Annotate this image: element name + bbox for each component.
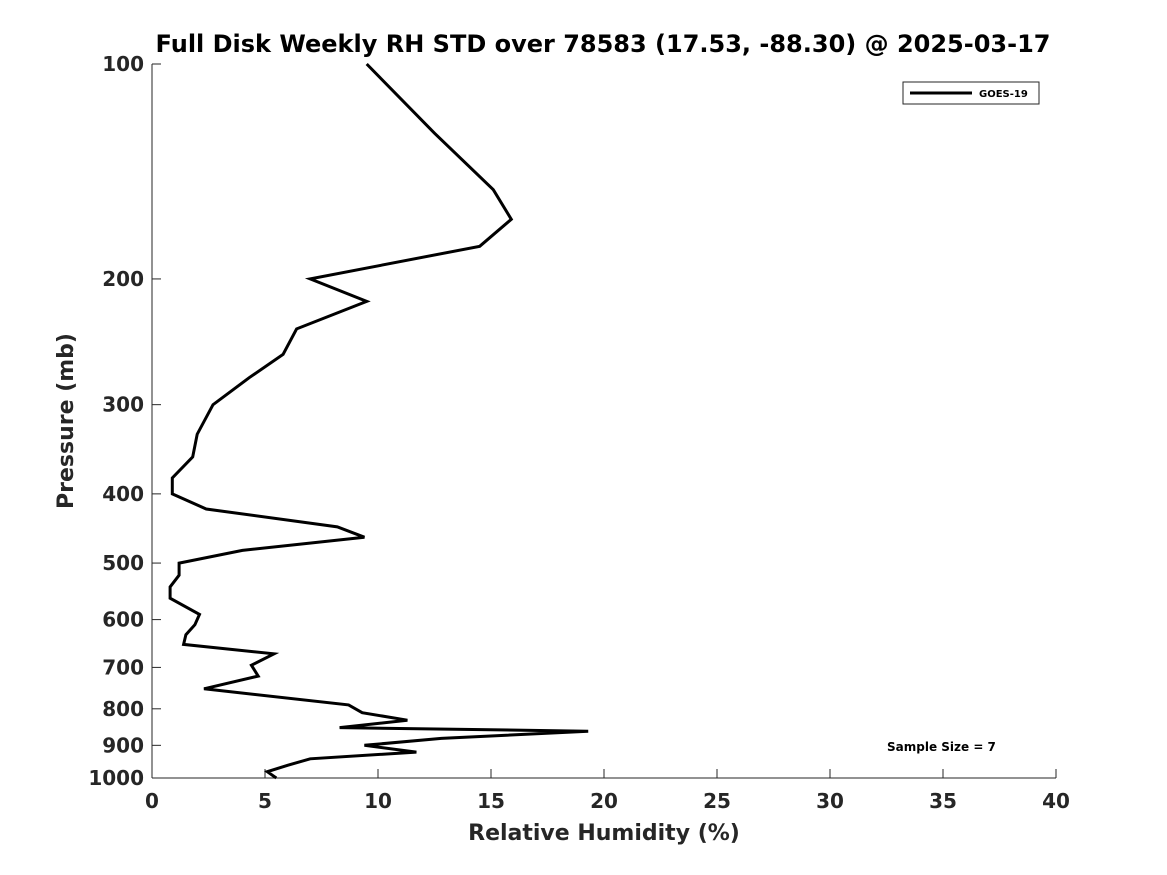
y-tick-label: 400 bbox=[102, 482, 144, 506]
x-tick-label: 40 bbox=[1042, 789, 1070, 813]
series-group bbox=[168, 62, 589, 780]
sample-size-annotation: Sample Size = 7 bbox=[887, 740, 996, 754]
x-axis-label: Relative Humidity (%) bbox=[468, 821, 740, 846]
y-tick-label: 800 bbox=[102, 697, 144, 721]
series-line-goes-19 bbox=[168, 62, 589, 780]
y-tick-label: 600 bbox=[102, 608, 144, 632]
legend: GOES-19 bbox=[902, 81, 1040, 105]
y-axis-label: Pressure (mb) bbox=[54, 333, 79, 509]
x-tick-label: 15 bbox=[477, 789, 505, 813]
y-tick-label: 700 bbox=[102, 655, 144, 679]
y-tick-label: 500 bbox=[102, 551, 144, 575]
legend-label-goes-19: GOES-19 bbox=[979, 89, 1028, 100]
x-tick-label: 0 bbox=[145, 789, 159, 813]
chart-title: Full Disk Weekly RH STD over 78583 (17.5… bbox=[156, 30, 1051, 58]
y-tick-label: 1000 bbox=[88, 766, 144, 790]
x-axis-ticks: 0 5 10 15 20 25 30 35 40 bbox=[145, 769, 1070, 813]
y-axis-ticks: 100 200 300 400 500 600 700 800 900 1000 bbox=[88, 52, 161, 790]
x-tick-label: 35 bbox=[929, 789, 957, 813]
y-tick-label: 900 bbox=[102, 733, 144, 757]
x-tick-label: 25 bbox=[703, 789, 731, 813]
y-tick-label: 100 bbox=[102, 52, 144, 76]
x-tick-label: 30 bbox=[816, 789, 844, 813]
y-tick-label: 200 bbox=[102, 267, 144, 291]
x-tick-label: 10 bbox=[364, 789, 392, 813]
x-tick-label: 5 bbox=[258, 789, 272, 813]
x-tick-label: 20 bbox=[590, 789, 618, 813]
y-tick-label: 300 bbox=[102, 393, 144, 417]
